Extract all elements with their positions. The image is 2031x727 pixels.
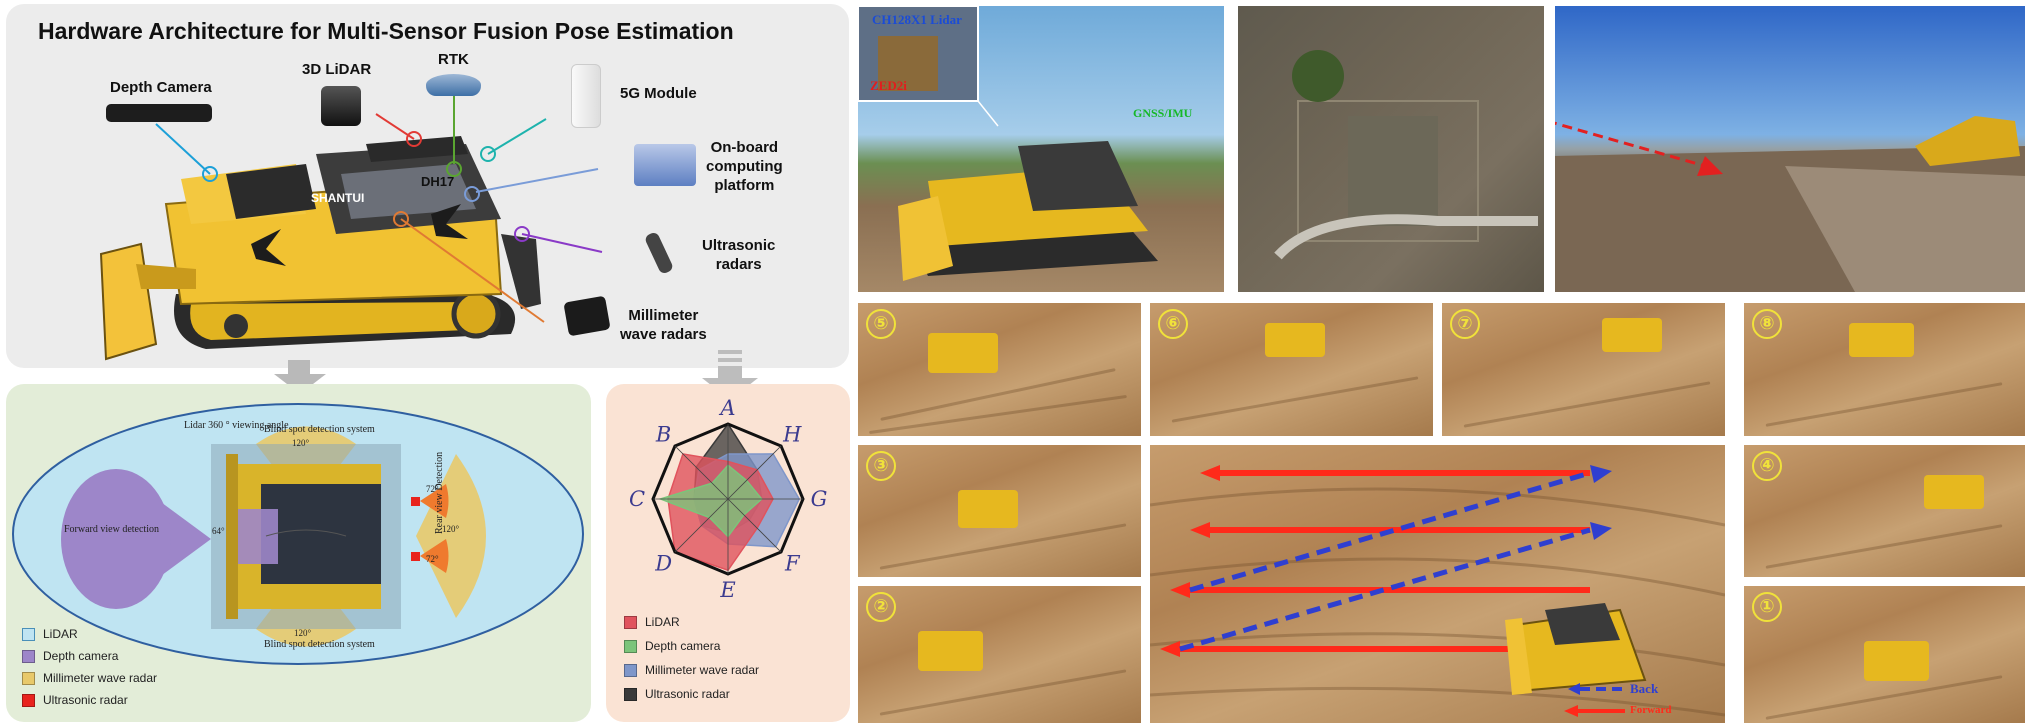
radar-axis-label-H: H: [782, 423, 802, 447]
bulldozer-illustration: SHANTUI DH17: [99, 96, 603, 361]
coverage-diagram: [12, 403, 584, 665]
back-legend-label: Back: [1630, 681, 1659, 696]
sequence-photo-6: ⑥: [1150, 303, 1433, 436]
sensor-radar-panel: A H G F E D C B LiDAR Depth camera Millimeter w…: [606, 384, 850, 722]
radar-axis-line: [727, 445, 782, 500]
rear-view-label: Rear view Detection: [434, 451, 445, 534]
machine-model: DH17: [421, 174, 454, 189]
sensor-coverage-panel: Lidar 360 ° viewing angle Blind spot det…: [6, 384, 591, 722]
depth-camera-label: Depth Camera: [110, 79, 212, 96]
blind-spot-bottom-label: Blind spot detection system: [264, 639, 375, 650]
bulldozer-icon: [1924, 475, 1984, 509]
bulldozer-icon: [1849, 323, 1914, 357]
sequence-photo-4: ④: [1744, 445, 2025, 577]
computing-platform-icon: [634, 144, 696, 186]
machine-brand: SHANTUI: [311, 191, 364, 205]
zed-callout: ZED2i: [870, 78, 907, 93]
legend-ultrasonic-radar: Ultrasonic radar: [22, 692, 128, 708]
bulldozer-icon: [1602, 318, 1662, 352]
aerial-site-photo: [1238, 6, 1544, 292]
lidar-callout: CH128X1 Lidar: [872, 12, 962, 27]
sequence-photo-5: ⑤: [858, 303, 1141, 436]
bulldozer-icon: [1864, 641, 1929, 681]
bulldozer-icon: [918, 631, 983, 671]
lidar-view-label: Lidar 360 ° viewing angle: [184, 420, 289, 431]
radar-axis-label-B: B: [655, 423, 671, 447]
hardware-architecture-panel: Hardware Architecture for Multi-Sensor F…: [6, 4, 849, 368]
legend-depth-camera: Depth camera: [22, 648, 118, 664]
site-ground-photo: [1555, 6, 2025, 292]
computing-platform-label: On-board computing platform: [706, 139, 783, 194]
ultrasonic-radars-label: Ultrasonic radars: [702, 237, 776, 273]
5g-module-label: 5G Module: [620, 85, 697, 102]
sequence-photo-8: ⑧: [1744, 303, 2025, 436]
sensor-radar-chart: A H G F E D C B: [629, 396, 828, 602]
mmwave-radar-icon: [563, 295, 611, 337]
sequence-photo-7: ⑦: [1442, 303, 1725, 436]
depth-camera-icon: [106, 104, 212, 122]
radar-axis-label-C: C: [629, 487, 645, 511]
angle-72-top: 72°: [426, 484, 439, 494]
angle-120-bottom: 120°: [294, 628, 312, 638]
bulldozer-icon: [928, 333, 998, 373]
trajectory-photo: Back Forward: [1150, 445, 1725, 723]
forward-legend-label: Forward: [1630, 704, 1672, 716]
lidar-label: 3D LiDAR: [302, 61, 372, 78]
rtk-label: RTK: [438, 51, 469, 68]
radar-axis-label-D: D: [654, 551, 672, 575]
radar-legend-depth-camera: Depth camera: [624, 638, 720, 654]
angle-120-top: 120°: [292, 438, 310, 448]
legend-mmwave-radar: Millimeter wave radar: [22, 670, 157, 686]
radar-axis-label-F: F: [784, 551, 801, 575]
radar-legend-ultrasonic-radar: Ultrasonic radar: [624, 686, 730, 702]
angle-64: 64°: [212, 526, 225, 536]
dozer-sensor-photo: CH128X1 Lidar ZED2i GNSS/IMU: [858, 6, 1224, 292]
sequence-photo-3: ③: [858, 445, 1141, 577]
hardware-title: Hardware Architecture for Multi-Sensor F…: [38, 18, 734, 44]
legend-lidar: LiDAR: [22, 626, 78, 642]
blind-spot-top-label: Blind spot detection system: [264, 424, 375, 435]
gnss-callout: GNSS/IMU: [1133, 106, 1193, 120]
radar-axis-label-E: E: [719, 578, 735, 602]
radar-axis-label-G: G: [811, 487, 828, 511]
bulldozer-icon: [958, 490, 1018, 528]
radar-axis-line: [727, 498, 782, 553]
radar-axis-line: [674, 445, 729, 500]
5g-module-icon: [571, 64, 601, 128]
angle-72-bottom: 72°: [426, 554, 439, 564]
radar-axis-line: [674, 498, 729, 553]
bulldozer-icon: [1265, 323, 1325, 357]
lidar-icon: [321, 86, 361, 126]
radar-legend-mmwave-radar: Millimeter wave radar: [624, 662, 759, 678]
radar-legend-lidar: LiDAR: [624, 614, 680, 630]
radar-axis-label-A: A: [718, 396, 735, 420]
forward-view-label: Forward view detection: [64, 524, 159, 535]
angle-120-rear: 120°: [442, 524, 460, 534]
sequence-photo-2: ②: [858, 586, 1141, 723]
rtk-icon: [426, 74, 481, 96]
sequence-photo-1: ①: [1744, 586, 2025, 723]
mmwave-radars-label: Millimeter wave radars: [620, 307, 707, 343]
